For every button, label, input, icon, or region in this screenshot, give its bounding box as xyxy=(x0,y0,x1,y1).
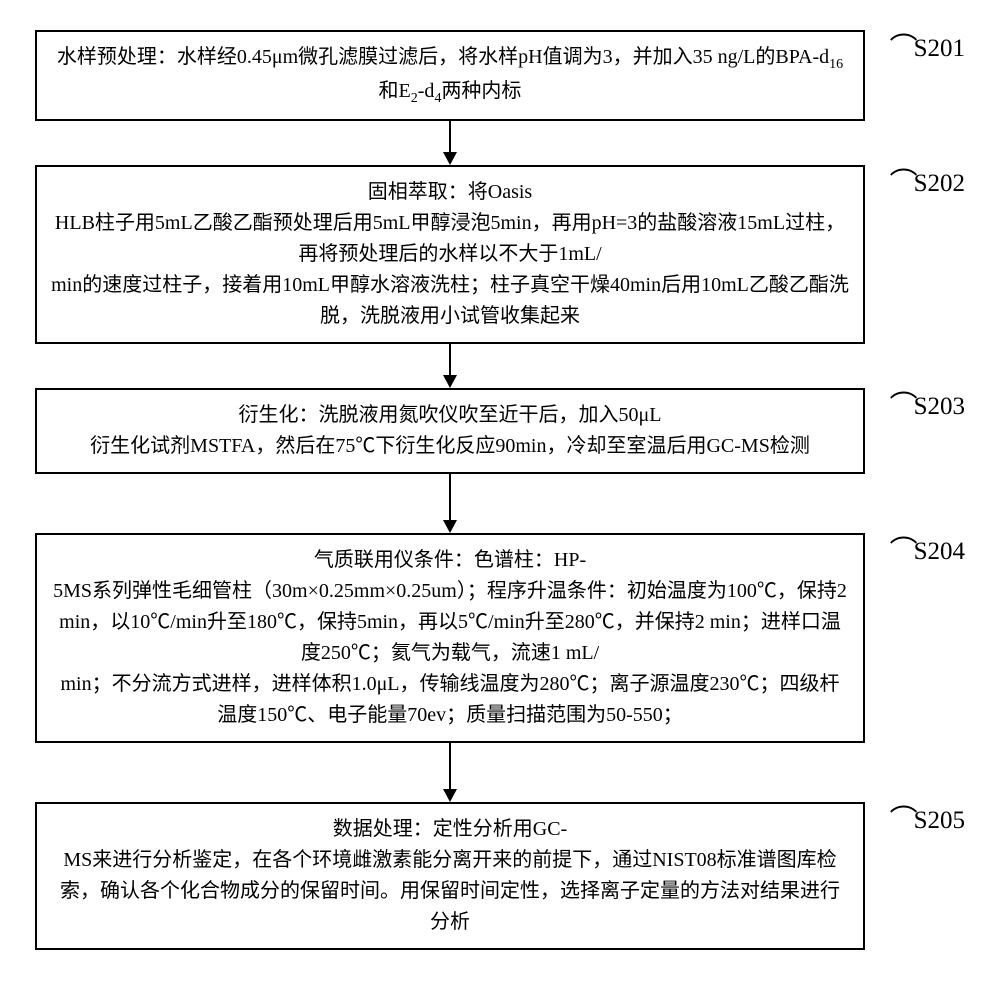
step-label: S205 xyxy=(914,807,965,835)
step-label: S201 xyxy=(914,35,965,63)
step-row: 固相萃取：将OasisHLB柱子用5mL乙酸乙酯预处理后用5mL甲醇浸泡5min… xyxy=(35,165,965,344)
step-box: 气质联用仪条件：色谱柱：HP-5MS系列弹性毛细管柱（30m×0.25mm×0.… xyxy=(35,533,865,743)
step-box: 固相萃取：将OasisHLB柱子用5mL乙酸乙酯预处理后用5mL甲醇浸泡5min… xyxy=(35,165,865,344)
down-arrow-icon xyxy=(35,344,865,388)
step-box: 数据处理：定性分析用GC-MS来进行分析鉴定，在各个环境雌激素能分离开来的前提下… xyxy=(35,802,865,950)
step-box: 水样预处理：水样经0.45μm微孔滤膜过滤后，将水样pH值调为3，并加入35 n… xyxy=(35,30,865,121)
down-arrow-icon xyxy=(35,121,865,165)
connector-curve-icon: ⌒ xyxy=(890,798,912,838)
step-row: 数据处理：定性分析用GC-MS来进行分析鉴定，在各个环境雌激素能分离开来的前提下… xyxy=(35,802,965,950)
step-label: S203 xyxy=(914,393,965,421)
arrow-row xyxy=(35,743,965,802)
step-row: 衍生化：洗脱液用氮吹仪吹至近干后，加入50μL衍生化试剂MSTFA，然后在75℃… xyxy=(35,388,965,474)
step-label-column: ⌒S205 xyxy=(865,802,965,838)
step-label: S204 xyxy=(914,538,965,566)
step-label: S202 xyxy=(914,170,965,198)
connector-curve-icon: ⌒ xyxy=(890,529,912,569)
arrow-row xyxy=(35,121,965,165)
connector-curve-icon: ⌒ xyxy=(890,161,912,201)
down-arrow-icon xyxy=(35,743,865,802)
process-flowchart: 水样预处理：水样经0.45μm微孔滤膜过滤后，将水样pH值调为3，并加入35 n… xyxy=(35,30,965,950)
step-row: 气质联用仪条件：色谱柱：HP-5MS系列弹性毛细管柱（30m×0.25mm×0.… xyxy=(35,533,965,743)
arrow-row xyxy=(35,474,965,533)
connector-curve-icon: ⌒ xyxy=(890,26,912,66)
step-row: 水样预处理：水样经0.45μm微孔滤膜过滤后，将水样pH值调为3，并加入35 n… xyxy=(35,30,965,121)
step-label-column: ⌒S204 xyxy=(865,533,965,569)
step-box: 衍生化：洗脱液用氮吹仪吹至近干后，加入50μL衍生化试剂MSTFA，然后在75℃… xyxy=(35,388,865,474)
arrow-row xyxy=(35,344,965,388)
step-label-column: ⌒S202 xyxy=(865,165,965,201)
connector-curve-icon: ⌒ xyxy=(890,384,912,424)
down-arrow-icon xyxy=(35,474,865,533)
step-label-column: ⌒S203 xyxy=(865,388,965,424)
step-label-column: ⌒S201 xyxy=(865,30,965,66)
